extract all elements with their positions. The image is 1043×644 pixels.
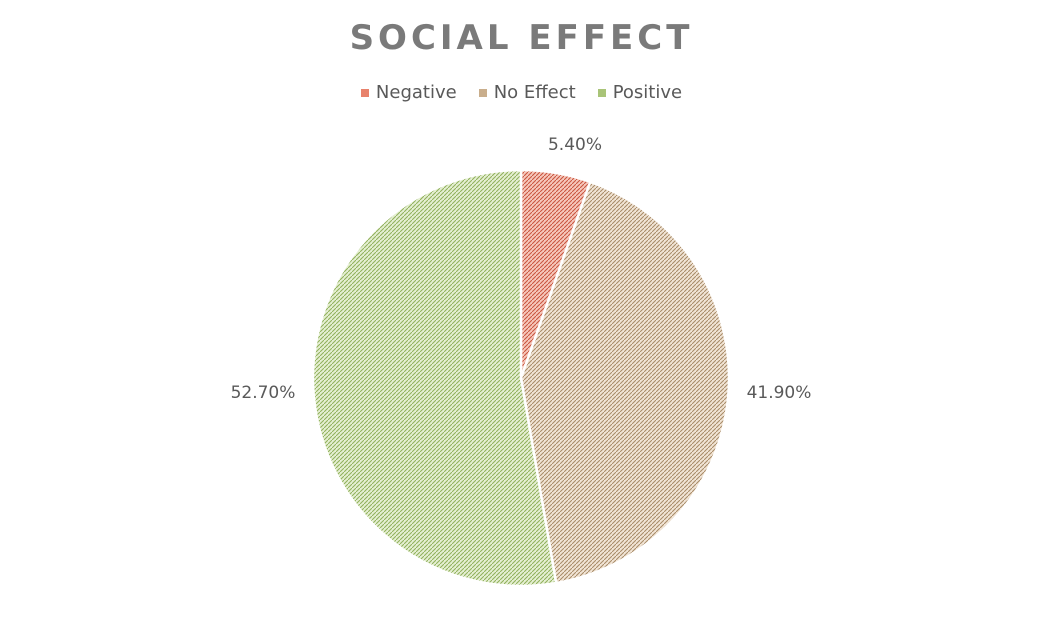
- pie-slice-no-effect: [519, 180, 731, 585]
- pie-slice-positive: [311, 168, 558, 588]
- legend-swatch-no-effect: [478, 88, 487, 97]
- data-label-positive: 52.70%: [231, 383, 296, 403]
- legend-item-no-effect: No Effect: [478, 82, 576, 103]
- legend-swatch-positive: [597, 88, 606, 97]
- legend: Negative No Effect Positive: [0, 82, 1043, 103]
- legend-item-positive: Positive: [597, 82, 683, 103]
- legend-label-no-effect: No Effect: [493, 82, 576, 103]
- legend-label-positive: Positive: [612, 82, 683, 103]
- legend-label-negative: Negative: [375, 82, 457, 103]
- legend-swatch-negative: [360, 88, 369, 97]
- legend-item-negative: Negative: [360, 82, 457, 103]
- chart-title: SOCIAL EFFECT: [349, 18, 694, 58]
- data-label-no-effect: 41.90%: [747, 383, 812, 403]
- data-label-negative: 5.40%: [548, 135, 602, 155]
